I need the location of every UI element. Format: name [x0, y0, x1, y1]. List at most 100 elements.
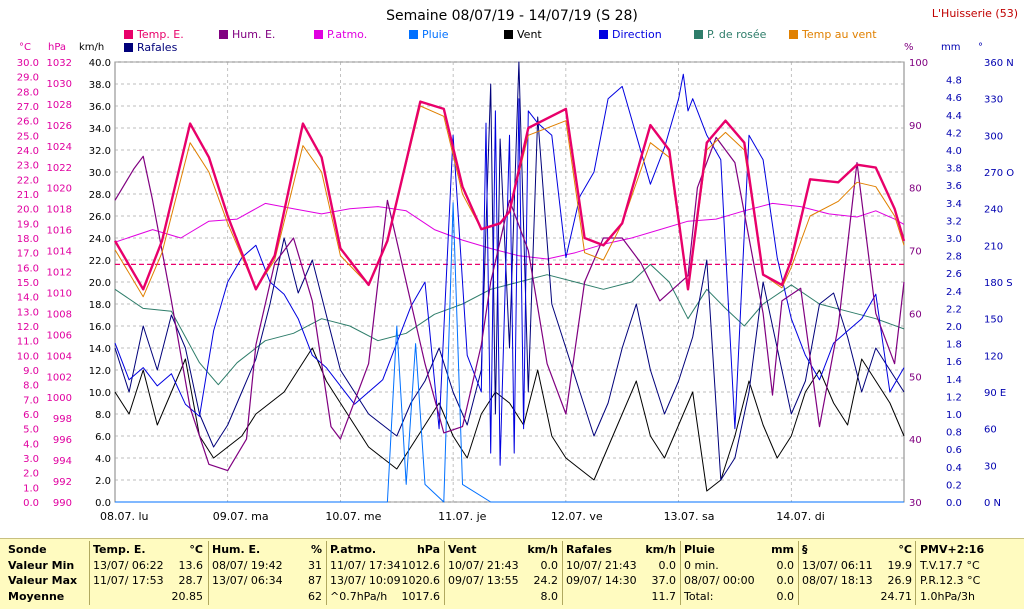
- legend-label: Hum. E.: [232, 28, 275, 41]
- day-label: 13.07. sa: [664, 510, 715, 523]
- pressure-tick-label: 1032: [47, 58, 72, 69]
- stats-column: Vent km/h 10/07/ 21:43 0.0 09/07/ 13:55 24.2 8…: [448, 542, 558, 604]
- legend-swatch: [789, 30, 798, 39]
- pressure-tick-label: 1000: [47, 393, 72, 404]
- rain-tick-label: 4.0: [946, 146, 962, 157]
- temp-tick-label: 30.0: [17, 58, 39, 69]
- row-label-mean: Moyenne: [8, 589, 65, 603]
- direction-tick-label: 60: [984, 425, 997, 436]
- rain-tick-label: 3.4: [946, 199, 962, 210]
- column-title: Temp. E.: [93, 543, 146, 556]
- row-label-title: Sonde: [8, 543, 47, 556]
- stats-row: 0 min. 0.0: [684, 558, 794, 574]
- temp-tick-label: 23.0: [17, 161, 39, 172]
- humidity-tick-label: 30: [909, 498, 922, 509]
- stat-value: 1017.6: [401, 589, 441, 603]
- stat-value: 8.0: [540, 589, 559, 603]
- day-label: 09.07. ma: [213, 510, 269, 523]
- temp-tick-label: 5.0: [23, 425, 39, 436]
- grid: [115, 61, 904, 503]
- series-pluie: [115, 202, 904, 503]
- stats-row: 08/07/ 00:00 0.0: [684, 573, 794, 589]
- legend-swatch: [409, 30, 418, 39]
- column-separator: [89, 541, 90, 605]
- stat-time: 11/07/ 17:53: [93, 574, 164, 587]
- wind-tick-label: 32.0: [89, 146, 111, 157]
- temp-tick-label: 17.0: [17, 249, 39, 260]
- stats-column: P.atmo. hPa 11/07/ 17:34 1012.6 13/07/ 10:09…: [330, 542, 440, 604]
- pressure-tick-label: 1016: [47, 226, 72, 237]
- stats-row: 13/07/ 10:09 1020.6: [330, 573, 440, 589]
- temp-tick-label: 4.0: [23, 439, 39, 450]
- column-title: Vent: [448, 543, 477, 556]
- temp-tick-label: 9.0: [23, 366, 39, 377]
- stats-row: 08/07/ 19:42 31: [212, 558, 322, 574]
- direction-unit-label: °: [978, 42, 983, 53]
- pmv-line: T.V.17.7 °C: [920, 558, 980, 572]
- temp-tick-label: 21.0: [17, 190, 39, 201]
- temp-tick-label: 15.0: [17, 278, 39, 289]
- rain-tick-label: 2.8: [946, 252, 962, 263]
- wind-tick-label: 2.0: [95, 476, 111, 487]
- weather-chart: 0.0 1.0 2.0 3.0 4.0 5.0 6.0 7.0 8.0 9.0 10.0 11.0 12…: [17, 7, 1018, 523]
- stat-value: 20.85: [171, 589, 204, 603]
- humidity-unit-label: %: [904, 42, 914, 53]
- wind-tick-label: 26.0: [89, 212, 111, 223]
- column-unit: hPa: [416, 543, 440, 556]
- rain-tick-label: 0.0: [946, 498, 962, 509]
- pressure-tick-label: 1028: [47, 100, 72, 111]
- rain-tick-label: 3.6: [946, 181, 962, 192]
- column-separator: [208, 541, 209, 605]
- stats-row: 24.71: [802, 589, 913, 605]
- wind-tick-label: 14.0: [89, 344, 111, 355]
- series-temp-e: [113, 100, 906, 291]
- temp-tick-label: 19.0: [17, 219, 39, 230]
- column-header: P.atmo. hPa: [330, 542, 440, 558]
- temp-tick-label: 8.0: [23, 381, 39, 392]
- column-title: P.atmo.: [330, 543, 377, 556]
- direction-tick-label: 330: [984, 95, 1003, 106]
- stat-value: 28.7: [178, 574, 204, 587]
- wind-tick-label: 4.0: [95, 454, 111, 465]
- temp-tick-label: 25.0: [17, 131, 39, 142]
- stat-value: 24.2: [533, 574, 559, 587]
- legend-swatch: [504, 30, 513, 39]
- row-label-max: Valeur Max: [8, 574, 78, 587]
- stat-value: 26.9: [887, 574, 913, 587]
- humidity-tick-label: 50: [909, 372, 922, 383]
- rain-tick-label: 1.4: [946, 375, 962, 386]
- legend-label: P. de rosée: [707, 28, 767, 41]
- column-header: Vent km/h: [448, 542, 558, 558]
- stats-footer: Sonde Valeur Min Valeur Max Moyenne Temp. E.…: [0, 538, 1024, 609]
- column-unit: km/h: [645, 543, 676, 556]
- pressure-tick-label: 1022: [47, 163, 72, 174]
- stats-row: 13/07/ 06:34 87: [212, 573, 322, 589]
- stat-time: 08/07/ 19:42: [212, 558, 283, 572]
- temp-tick-label: 2.0: [23, 469, 39, 480]
- stat-time: 09/07/ 14:30: [566, 574, 637, 587]
- humidity-tick-label: 70: [909, 247, 922, 258]
- pressure-tick-label: 1018: [47, 205, 72, 216]
- pressure-tick-label: 992: [53, 477, 72, 488]
- wind-tick-label: 0.0: [95, 498, 111, 509]
- direction-tick-label: 270 O: [984, 168, 1014, 179]
- wind-tick-label: 22.0: [89, 256, 111, 267]
- column-separator: [915, 541, 916, 605]
- pmv-line: P.R.12.3 °C: [920, 574, 981, 587]
- stat-time: ^0.7hPa/h: [330, 589, 388, 603]
- rain-tick-label: 2.2: [946, 304, 962, 315]
- day-label: 11.07. je: [438, 510, 487, 523]
- temp-tick-label: 27.0: [17, 102, 39, 113]
- wind-tick-label: 28.0: [89, 190, 111, 201]
- pressure-tick-label: 1010: [47, 288, 72, 299]
- legend-label: Vent: [517, 28, 542, 41]
- wind-tick-label: 20.0: [89, 278, 111, 289]
- stat-value: 62: [308, 589, 322, 603]
- stats-column: Temp. E. °C 13/07/ 06:22 13.6 11/07/ 17:53 28…: [93, 542, 203, 604]
- stats-row: 09/07/ 14:30 37.0: [566, 573, 676, 589]
- column-separator: [680, 541, 681, 605]
- stat-value: 31: [308, 558, 322, 572]
- column-unit: %: [310, 543, 322, 556]
- stat-value: 19.9: [887, 558, 913, 572]
- stat-time: 10/07/ 21:43: [566, 558, 637, 572]
